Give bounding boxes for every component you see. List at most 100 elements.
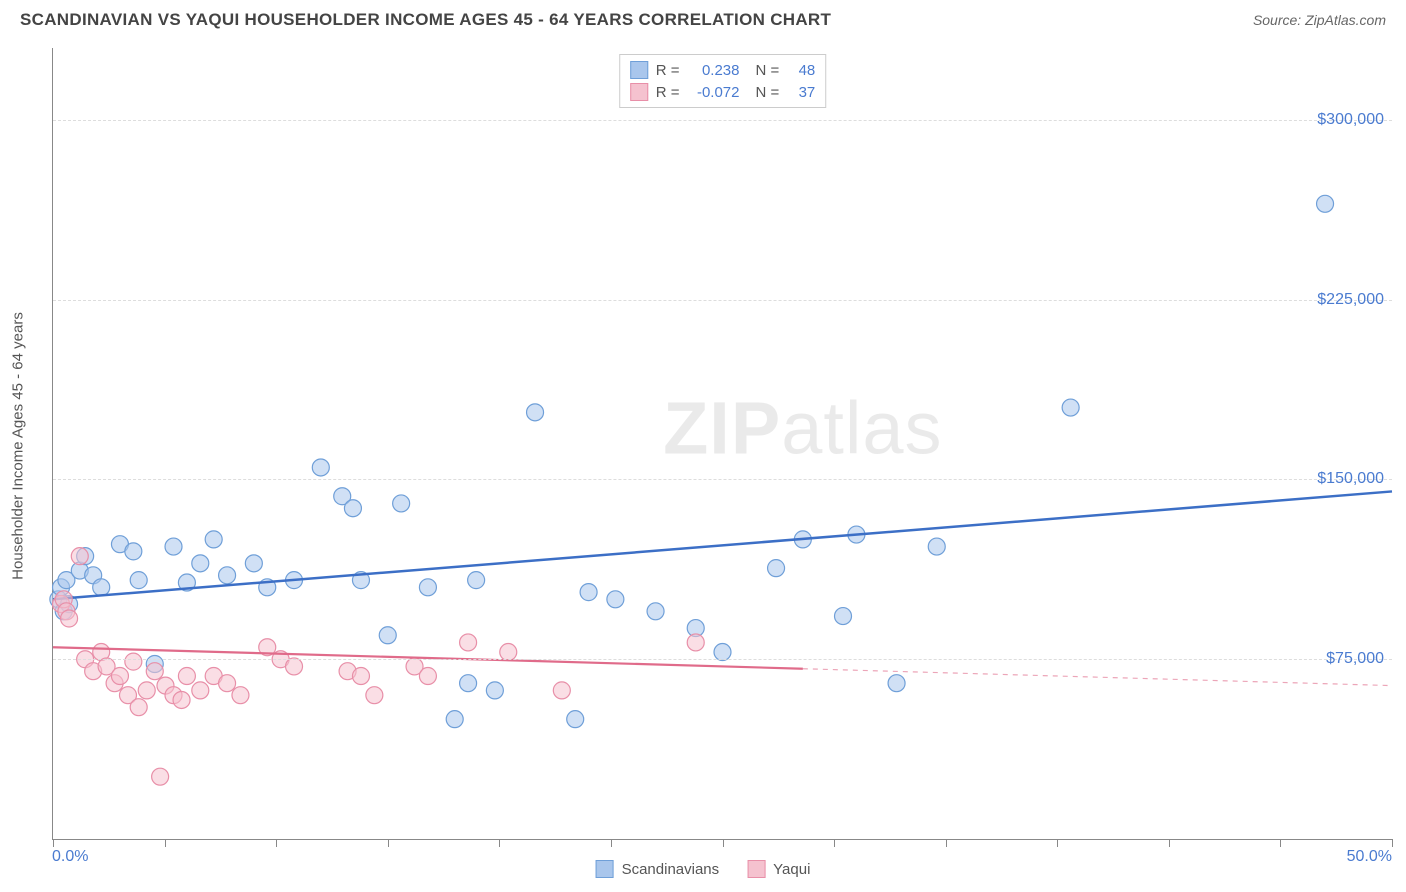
- trend-line: [53, 647, 803, 668]
- grid-line: [53, 479, 1392, 480]
- data-point: [460, 634, 477, 651]
- series-legend-item: Yaqui: [747, 860, 810, 878]
- data-point: [419, 668, 436, 685]
- x-tick: [165, 839, 166, 847]
- data-point: [352, 668, 369, 685]
- legend-r-label: R =: [656, 84, 680, 101]
- data-point: [165, 538, 182, 555]
- x-tick: [723, 839, 724, 847]
- legend-row: R = 0.238 N = 48: [630, 59, 816, 81]
- x-tick: [53, 839, 54, 847]
- y-tick-label: $225,000: [1317, 291, 1384, 309]
- data-point: [486, 682, 503, 699]
- data-point: [553, 682, 570, 699]
- source-attribution: Source: ZipAtlas.com: [1253, 12, 1386, 28]
- data-point: [468, 572, 485, 589]
- data-point: [366, 687, 383, 704]
- data-point: [192, 555, 209, 572]
- data-point: [205, 531, 222, 548]
- chart-header: SCANDINAVIAN VS YAQUI HOUSEHOLDER INCOME…: [0, 0, 1406, 36]
- series-legend-item: Scandinavians: [596, 860, 720, 878]
- legend-r-value: 0.238: [688, 62, 740, 79]
- data-point: [173, 691, 190, 708]
- data-point: [178, 668, 195, 685]
- legend-swatch: [747, 860, 765, 878]
- x-tick: [499, 839, 500, 847]
- x-tick: [1392, 839, 1393, 847]
- series-legend-label: Yaqui: [773, 861, 810, 878]
- chart-title: SCANDINAVIAN VS YAQUI HOUSEHOLDER INCOME…: [20, 10, 831, 30]
- legend-n-label: N =: [756, 62, 780, 79]
- x-tick: [1057, 839, 1058, 847]
- trend-line: [53, 491, 1392, 599]
- data-point: [111, 668, 128, 685]
- data-point: [286, 658, 303, 675]
- y-tick-label: $75,000: [1326, 650, 1384, 668]
- data-point: [219, 567, 236, 584]
- legend-n-label: N =: [756, 84, 780, 101]
- x-tick: [276, 839, 277, 847]
- data-point: [835, 608, 852, 625]
- x-tick: [946, 839, 947, 847]
- data-point: [152, 768, 169, 785]
- data-point: [219, 675, 236, 692]
- x-tick: [834, 839, 835, 847]
- data-point: [1062, 399, 1079, 416]
- x-axis-min-label: 0.0%: [52, 848, 88, 866]
- x-tick: [611, 839, 612, 847]
- data-point: [312, 459, 329, 476]
- legend-row: R = -0.072 N = 37: [630, 81, 816, 103]
- grid-line: [53, 659, 1392, 660]
- data-point: [71, 548, 88, 565]
- data-point: [393, 495, 410, 512]
- scatter-svg: [53, 48, 1392, 839]
- legend-r-value: -0.072: [688, 84, 740, 101]
- data-point: [419, 579, 436, 596]
- data-point: [446, 711, 463, 728]
- legend-r-label: R =: [656, 62, 680, 79]
- series-legend-label: Scandinavians: [622, 861, 720, 878]
- data-point: [130, 699, 147, 716]
- data-point: [928, 538, 945, 555]
- data-point: [888, 675, 905, 692]
- correlation-legend: R = 0.238 N = 48 R = -0.072 N = 37: [619, 54, 827, 108]
- legend-swatch: [630, 83, 648, 101]
- data-point: [687, 634, 704, 651]
- grid-line: [53, 120, 1392, 121]
- data-point: [567, 711, 584, 728]
- x-tick: [388, 839, 389, 847]
- data-point: [460, 675, 477, 692]
- data-point: [192, 682, 209, 699]
- legend-n-value: 48: [787, 62, 815, 79]
- data-point: [344, 500, 361, 517]
- data-point: [125, 543, 142, 560]
- data-point: [61, 610, 78, 627]
- data-point: [768, 560, 785, 577]
- data-point: [1317, 195, 1334, 212]
- data-point: [607, 591, 624, 608]
- x-tick: [1280, 839, 1281, 847]
- data-point: [93, 579, 110, 596]
- data-point: [245, 555, 262, 572]
- legend-swatch: [596, 860, 614, 878]
- y-axis-title: Householder Income Ages 45 - 64 years: [10, 312, 27, 580]
- data-point: [138, 682, 155, 699]
- legend-n-value: 37: [787, 84, 815, 101]
- series-legend: Scandinavians Yaqui: [596, 860, 811, 878]
- data-point: [146, 663, 163, 680]
- data-point: [580, 584, 597, 601]
- data-point: [125, 653, 142, 670]
- data-point: [714, 644, 731, 661]
- x-axis-max-label: 50.0%: [1347, 848, 1392, 866]
- x-tick: [1169, 839, 1170, 847]
- data-point: [232, 687, 249, 704]
- data-point: [527, 404, 544, 421]
- data-point: [500, 644, 517, 661]
- data-point: [379, 627, 396, 644]
- y-tick-label: $150,000: [1317, 470, 1384, 488]
- data-point: [130, 572, 147, 589]
- data-point: [647, 603, 664, 620]
- grid-line: [53, 300, 1392, 301]
- plot-area: ZIPatlas R = 0.238 N = 48 R = -0.072 N =…: [52, 48, 1392, 840]
- legend-swatch: [630, 61, 648, 79]
